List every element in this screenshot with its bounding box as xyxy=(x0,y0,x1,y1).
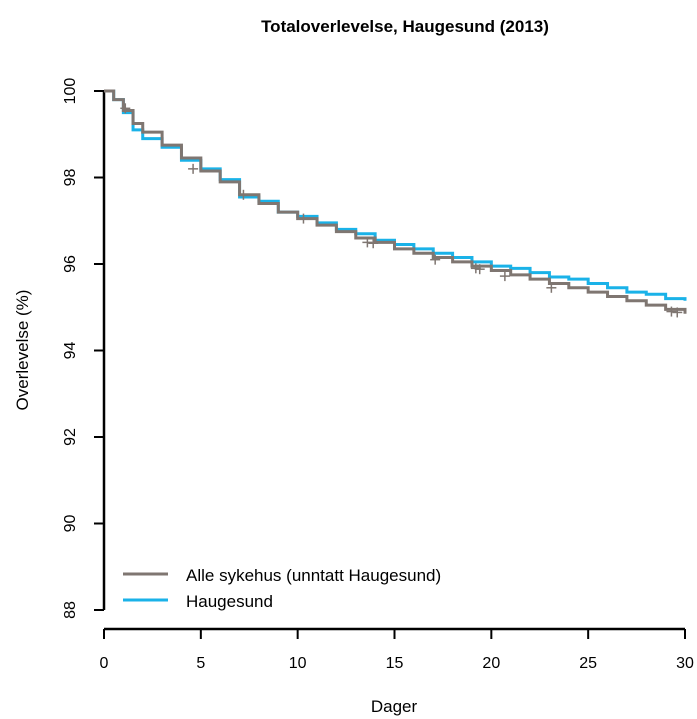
y-tick-label: 92 xyxy=(62,428,79,446)
legend: Alle sykehus (unntatt Haugesund) Haugesu… xyxy=(123,566,441,611)
plot-area xyxy=(104,89,687,318)
y-tick-label: 94 xyxy=(62,342,79,360)
series-line-all-hospitals xyxy=(104,89,687,314)
x-axis: 0 5 10 15 20 25 30 xyxy=(100,627,694,672)
y-tick-label: 90 xyxy=(62,515,79,533)
chart-title: Totaloverlevelse, Haugesund (2013) xyxy=(261,17,549,36)
x-tick-label: 30 xyxy=(676,655,694,672)
y-tick-label: 98 xyxy=(62,169,79,187)
y-tick-label: 88 xyxy=(62,601,79,619)
y-axis-label: Overlevelse (%) xyxy=(13,290,32,411)
x-tick-label: 0 xyxy=(100,655,109,672)
x-tick-label: 15 xyxy=(386,655,404,672)
x-tick-label: 5 xyxy=(196,655,205,672)
legend-label-all-hospitals: Alle sykehus (unntatt Haugesund) xyxy=(186,566,441,585)
y-axis: 88 90 92 94 96 98 100 xyxy=(62,78,106,619)
x-axis-label: Dager xyxy=(371,697,418,716)
x-tick-label: 10 xyxy=(289,655,307,672)
legend-label-haugesund: Haugesund xyxy=(186,592,273,611)
y-tick-label: 96 xyxy=(62,255,79,273)
series-line-haugesund xyxy=(104,89,687,301)
x-tick-label: 20 xyxy=(482,655,500,672)
x-tick-label: 25 xyxy=(579,655,597,672)
y-tick-label: 100 xyxy=(62,78,79,105)
